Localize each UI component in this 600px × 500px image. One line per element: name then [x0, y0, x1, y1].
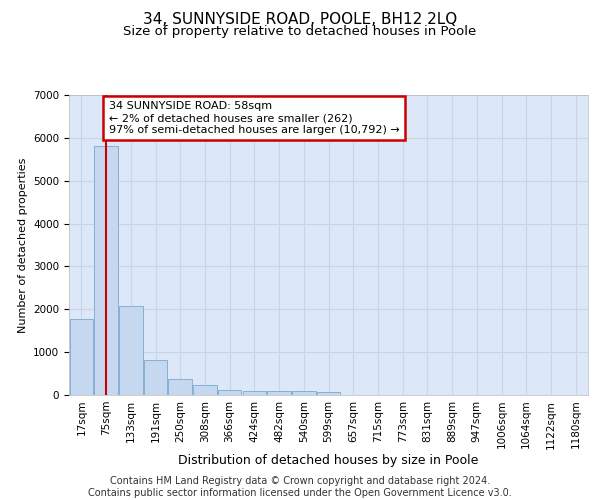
Bar — [144, 360, 167, 395]
Bar — [242, 390, 266, 395]
Y-axis label: Number of detached properties: Number of detached properties — [17, 158, 28, 332]
X-axis label: Distribution of detached houses by size in Poole: Distribution of detached houses by size … — [178, 454, 479, 467]
Bar — [268, 391, 291, 395]
Text: 34 SUNNYSIDE ROAD: 58sqm
← 2% of detached houses are smaller (262)
97% of semi-d: 34 SUNNYSIDE ROAD: 58sqm ← 2% of detache… — [109, 102, 399, 134]
Bar — [119, 306, 143, 395]
Bar — [70, 318, 93, 395]
Text: Contains HM Land Registry data © Crown copyright and database right 2024.: Contains HM Land Registry data © Crown c… — [110, 476, 490, 486]
Bar — [317, 392, 340, 395]
Bar — [218, 390, 241, 395]
Bar — [292, 392, 316, 395]
Bar — [169, 379, 192, 395]
Text: 34, SUNNYSIDE ROAD, POOLE, BH12 2LQ: 34, SUNNYSIDE ROAD, POOLE, BH12 2LQ — [143, 12, 457, 28]
Text: Contains public sector information licensed under the Open Government Licence v3: Contains public sector information licen… — [88, 488, 512, 498]
Bar — [193, 384, 217, 395]
Text: Size of property relative to detached houses in Poole: Size of property relative to detached ho… — [124, 25, 476, 38]
Bar — [94, 146, 118, 395]
